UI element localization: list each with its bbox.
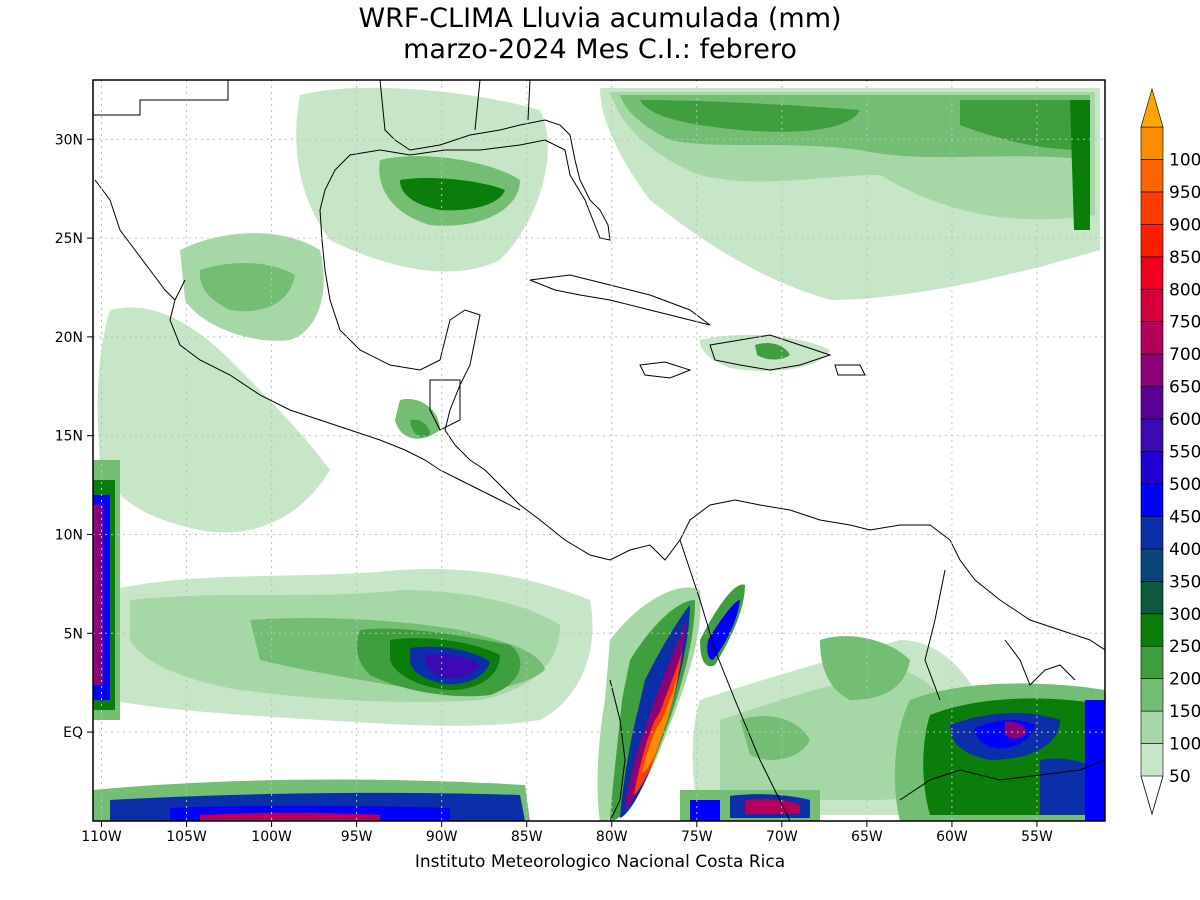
- colorbar-swatch: [1140, 743, 1164, 777]
- colorbar-label: 850: [1169, 248, 1200, 268]
- axis-ticks: [87, 138, 1038, 827]
- colorbar-swatch: [1140, 516, 1164, 550]
- precipitation-field: [93, 80, 1105, 821]
- colorbar-label: 500: [1169, 475, 1200, 495]
- colorbar-swatch: [1140, 678, 1164, 712]
- coastlines: [93, 80, 1105, 821]
- colorbar-swatch: [1140, 191, 1164, 225]
- map-subtitle: marzo-2024 Mes C.I.: febrero: [403, 34, 797, 65]
- colorbar-label: 800: [1169, 280, 1200, 300]
- lat-tick-label: 5N: [64, 626, 83, 642]
- colorbar-label: 150: [1169, 702, 1200, 722]
- lon-tick-label: 65W: [851, 829, 883, 845]
- lon-tick-label: 105W: [166, 829, 207, 845]
- longitude-labels: 110W 105W 100W 95W 90W 85W 80W 75W 70W 65W 60W 55W: [81, 829, 1053, 845]
- colorbar-swatch: [1140, 548, 1164, 582]
- lon-tick-label: 110W: [81, 829, 122, 845]
- colorbar-swatch: [1140, 159, 1164, 193]
- lon-tick-label: 95W: [341, 829, 373, 845]
- colorbar-swatch: [1140, 451, 1164, 485]
- colorbar-swatch: [1140, 321, 1164, 355]
- lat-tick-label: 30N: [55, 132, 83, 148]
- colorbar-label: 100: [1169, 735, 1200, 755]
- map-title: WRF-CLIMA Lluvia acumulada (mm): [358, 3, 842, 34]
- lat-tick-label: EQ: [63, 725, 83, 741]
- lat-tick-label: 20N: [55, 330, 83, 346]
- colorbar-under-arrow: [1140, 775, 1164, 816]
- colorbar-swatch: [1140, 126, 1164, 160]
- latitude-labels: 30N 25N 20N 15N 10N 5N EQ: [55, 132, 83, 741]
- colorbar-label: 700: [1169, 345, 1200, 365]
- colorbar-label: 900: [1169, 215, 1200, 235]
- colorbar-label: 50: [1169, 767, 1191, 787]
- colorbar-swatch: [1140, 645, 1164, 679]
- colorbar-over-arrow: [1140, 87, 1164, 128]
- colorbar-label: 450: [1169, 507, 1200, 527]
- colorbar-label: 650: [1169, 378, 1200, 398]
- colorbar: 50 100 150 200 250 300 350 400 450 500 550 600 650 70…: [1140, 87, 1200, 816]
- lon-tick-label: 100W: [251, 829, 292, 845]
- colorbar-swatch: [1140, 418, 1164, 452]
- lon-tick-label: 55W: [1021, 829, 1053, 845]
- gridlines: [93, 80, 1105, 821]
- colorbar-swatch: [1140, 580, 1164, 615]
- colorbar-label: 350: [1169, 572, 1200, 592]
- lon-tick-label: 80W: [596, 829, 628, 845]
- colorbar-swatch: [1140, 710, 1164, 744]
- colorbar-swatch: [1140, 224, 1164, 258]
- map-frame: [92, 79, 1106, 822]
- lon-tick-label: 60W: [936, 829, 968, 845]
- lon-tick-label: 75W: [681, 829, 713, 845]
- colorbar-label: 950: [1169, 183, 1200, 203]
- colorbar-label: 400: [1169, 540, 1200, 560]
- colorbar-swatch: [1140, 483, 1164, 517]
- colorbar-swatch: [1140, 613, 1164, 647]
- colorbar-label: 250: [1169, 637, 1200, 657]
- colorbar-label: 300: [1169, 605, 1200, 625]
- lon-tick-label: 90W: [426, 829, 458, 845]
- lat-tick-label: 25N: [55, 231, 83, 247]
- colorbar-label: 750: [1169, 313, 1200, 333]
- colorbar-label: 200: [1169, 670, 1200, 690]
- colorbar-swatch: [1140, 386, 1164, 420]
- lat-tick-label: 10N: [55, 527, 83, 543]
- lat-tick-label: 15N: [55, 429, 83, 445]
- colorbar-swatch: [1140, 288, 1164, 323]
- colorbar-label: 1000: [1169, 150, 1200, 170]
- colorbar-label: 600: [1169, 410, 1200, 430]
- colorbar-label: 550: [1169, 443, 1200, 463]
- lon-tick-label: 85W: [511, 829, 543, 845]
- footer-credit: Instituto Meteorologico Nacional Costa R…: [414, 852, 786, 872]
- colorbar-swatch: [1140, 256, 1164, 290]
- lon-tick-label: 70W: [766, 829, 798, 845]
- colorbar-swatch: [1140, 353, 1164, 387]
